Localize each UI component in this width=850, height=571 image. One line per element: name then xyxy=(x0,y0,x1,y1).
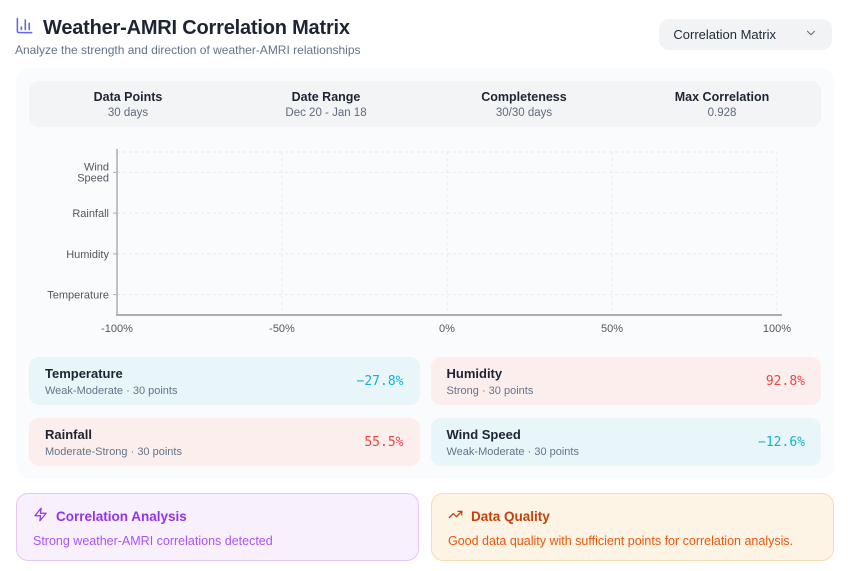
svg-text:Humidity: Humidity xyxy=(66,249,109,261)
card-title: Rainfall xyxy=(45,427,92,442)
chevron-down-icon xyxy=(776,26,818,43)
page-subtitle: Analyze the strength and direction of we… xyxy=(15,43,361,57)
card-title: Temperature xyxy=(45,366,123,381)
view-selector-dropdown[interactable]: Correlation Matrix xyxy=(659,19,832,50)
svg-text:0%: 0% xyxy=(439,323,455,335)
svg-text:-50%: -50% xyxy=(269,323,295,335)
insight-title: Correlation Analysis xyxy=(56,508,187,524)
correlation-card-temperature: Temperature Weak-Moderate · 30 points −2… xyxy=(29,357,420,405)
correlation-cards-grid: Temperature Weak-Moderate · 30 points −2… xyxy=(29,357,821,466)
stat-max-correlation: Max Correlation 0.928 xyxy=(623,90,821,119)
stat-label: Max Correlation xyxy=(674,90,770,104)
card-value: 92.8% xyxy=(765,374,805,389)
card-title: Humidity xyxy=(446,366,503,381)
stats-bar: Data Points 30 days Date Range Dec 20 - … xyxy=(29,81,821,127)
svg-text:Temperature: Temperature xyxy=(47,290,109,302)
insight-banners: Correlation Analysis Strong weather-AMRI… xyxy=(16,493,834,561)
stat-label: Completeness xyxy=(481,90,567,104)
trending-up-icon xyxy=(448,507,463,525)
correlation-chart: -100% -50% 0% 50% 100% Wind Speed Rainfall Humid… xyxy=(29,139,821,339)
data-quality-banner: Data Quality Good data quality with suff… xyxy=(431,493,834,561)
svg-text:Rainfall: Rainfall xyxy=(72,208,109,220)
stat-value: 30 days xyxy=(107,107,149,119)
page-title: Weather-AMRI Correlation Matrix xyxy=(43,16,350,39)
correlation-chart-svg: -100% -50% 0% 50% 100% Wind Speed Rainfall Humid… xyxy=(47,149,791,335)
card-meta: Weak-Moderate · 30 points xyxy=(446,446,579,458)
stat-value: Dec 20 - Jan 18 xyxy=(285,107,367,119)
card-value: −12.6% xyxy=(758,435,805,450)
card-meta: Weak-Moderate · 30 points xyxy=(45,385,178,397)
main-panel: Data Points 30 days Date Range Dec 20 - … xyxy=(16,68,834,479)
stat-label: Date Range xyxy=(291,90,361,104)
header: Weather-AMRI Correlation Matrix Analyze … xyxy=(0,0,850,57)
insight-text: Good data quality with sufficient points… xyxy=(448,534,794,548)
stat-label: Data Points xyxy=(93,90,163,104)
correlation-analysis-banner: Correlation Analysis Strong weather-AMRI… xyxy=(16,493,419,561)
card-meta: Strong · 30 points xyxy=(446,385,534,397)
card-value: 55.5% xyxy=(364,435,404,450)
card-meta: Moderate-Strong · 30 points xyxy=(45,446,182,458)
view-selector-value: Correlation Matrix xyxy=(673,27,776,42)
insight-text: Strong weather-AMRI correlations detecte… xyxy=(33,534,273,548)
zap-icon xyxy=(33,507,48,525)
card-value: −27.8% xyxy=(356,374,404,389)
stat-value: 0.928 xyxy=(707,107,737,119)
svg-text:50%: 50% xyxy=(601,323,623,335)
correlation-card-humidity: Humidity Strong · 30 points 92.8% xyxy=(430,357,821,405)
correlation-card-wind-speed: Wind Speed Weak-Moderate · 30 points −12… xyxy=(430,418,821,466)
stat-completeness: Completeness 30/30 days xyxy=(425,90,623,119)
svg-text:-100%: -100% xyxy=(101,323,133,335)
chart-column-icon xyxy=(15,16,34,40)
card-title: Wind Speed xyxy=(446,427,521,442)
correlation-card-rainfall: Rainfall Moderate-Strong · 30 points 55.… xyxy=(29,418,420,466)
stat-date-range: Date Range Dec 20 - Jan 18 xyxy=(227,90,425,119)
stat-value: 30/30 days xyxy=(495,107,553,119)
svg-text:100%: 100% xyxy=(763,323,791,335)
insight-title: Data Quality xyxy=(471,508,550,524)
stat-data-points: Data Points 30 days xyxy=(29,90,227,119)
